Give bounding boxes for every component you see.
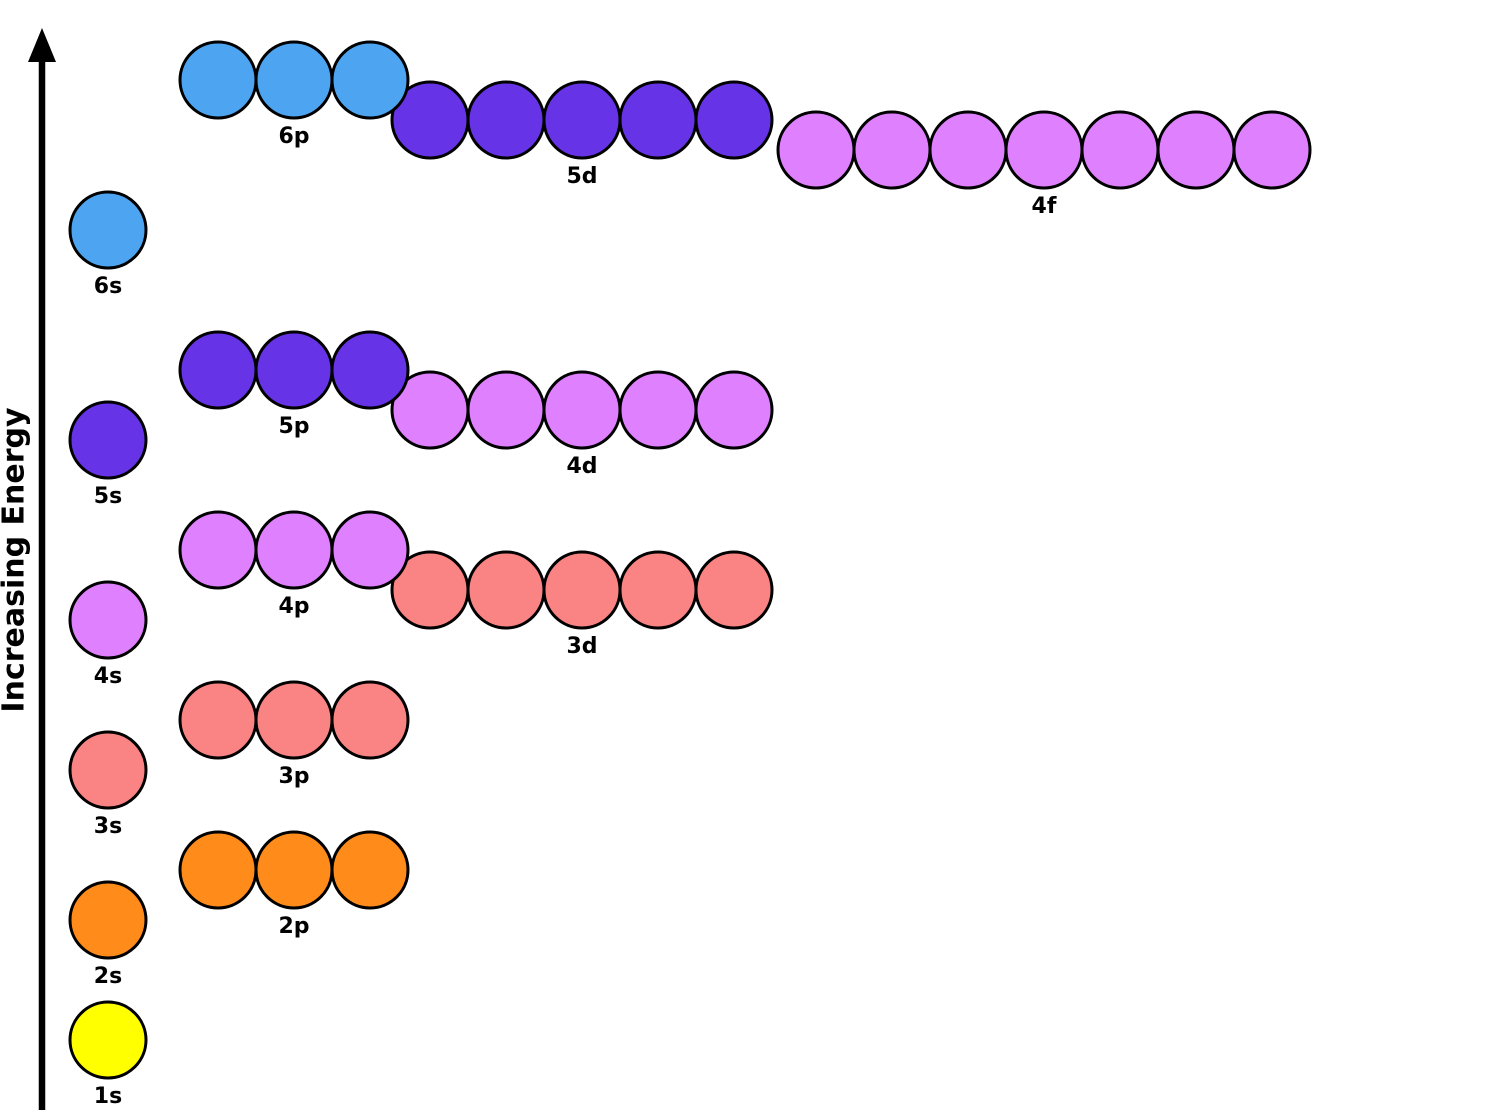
orbital-3s-1 [70, 732, 146, 808]
label-3s: 3s [94, 814, 122, 839]
orbital-3d-3 [544, 552, 620, 628]
orbital-3d-4 [620, 552, 696, 628]
orbital-2p-1 [180, 832, 256, 908]
orbital-6p-3 [332, 42, 408, 118]
orbital-4p-2 [256, 512, 332, 588]
orbital-6p-1 [180, 42, 256, 118]
orbital-3p-3 [332, 682, 408, 758]
label-2s: 2s [94, 964, 122, 989]
orbital-5p-3 [332, 332, 408, 408]
label-2p: 2p [278, 914, 309, 939]
orbital-2s-1 [70, 882, 146, 958]
orbital-4d-3 [544, 372, 620, 448]
label-3d: 3d [566, 634, 597, 659]
orbital-4f-3 [930, 112, 1006, 188]
axis-label: Increasing Energy [0, 407, 32, 712]
orbital-4s-1 [70, 582, 146, 658]
orbital-1s-1 [70, 1002, 146, 1078]
orbital-5p-1 [180, 332, 256, 408]
label-3p: 3p [278, 764, 309, 789]
orbital-5d-4 [620, 82, 696, 158]
orbital-4f-6 [1158, 112, 1234, 188]
orbital-3d-2 [468, 552, 544, 628]
orbital-4f-4 [1006, 112, 1082, 188]
label-5s: 5s [94, 484, 122, 509]
orbital-3p-1 [180, 682, 256, 758]
orbital-4f-1 [778, 112, 854, 188]
orbital-4f-7 [1234, 112, 1310, 188]
label-4f: 4f [1032, 194, 1057, 219]
label-1s: 1s [94, 1084, 122, 1109]
label-5p: 5p [278, 414, 309, 439]
energy-axis-arrowhead [28, 28, 56, 62]
orbital-4d-4 [620, 372, 696, 448]
orbital-2p-2 [256, 832, 332, 908]
orbital-4p-3 [332, 512, 408, 588]
orbital-4d-2 [468, 372, 544, 448]
orbital-6p-2 [256, 42, 332, 118]
orbital-3p-2 [256, 682, 332, 758]
orbital-4f-2 [854, 112, 930, 188]
orbital-4f-5 [1082, 112, 1158, 188]
orbital-4d-5 [696, 372, 772, 448]
label-4s: 4s [94, 664, 122, 689]
label-6s: 6s [94, 274, 122, 299]
orbital-4p-1 [180, 512, 256, 588]
diagram-svg [0, 0, 1500, 1118]
label-4p: 4p [278, 594, 309, 619]
orbital-5d-3 [544, 82, 620, 158]
orbital-2p-3 [332, 832, 408, 908]
orbital-5s-1 [70, 402, 146, 478]
label-6p: 6p [278, 124, 309, 149]
orbital-energy-diagram: Increasing Energy 1s 2s 2p 3s 3p 4s 3d 4p 5s 4d 5p… [0, 0, 1500, 1118]
orbital-5p-2 [256, 332, 332, 408]
orbital-3d-5 [696, 552, 772, 628]
label-5d: 5d [566, 164, 597, 189]
label-4d: 4d [566, 454, 597, 479]
orbital-6s-1 [70, 192, 146, 268]
orbital-5d-2 [468, 82, 544, 158]
orbital-5d-5 [696, 82, 772, 158]
